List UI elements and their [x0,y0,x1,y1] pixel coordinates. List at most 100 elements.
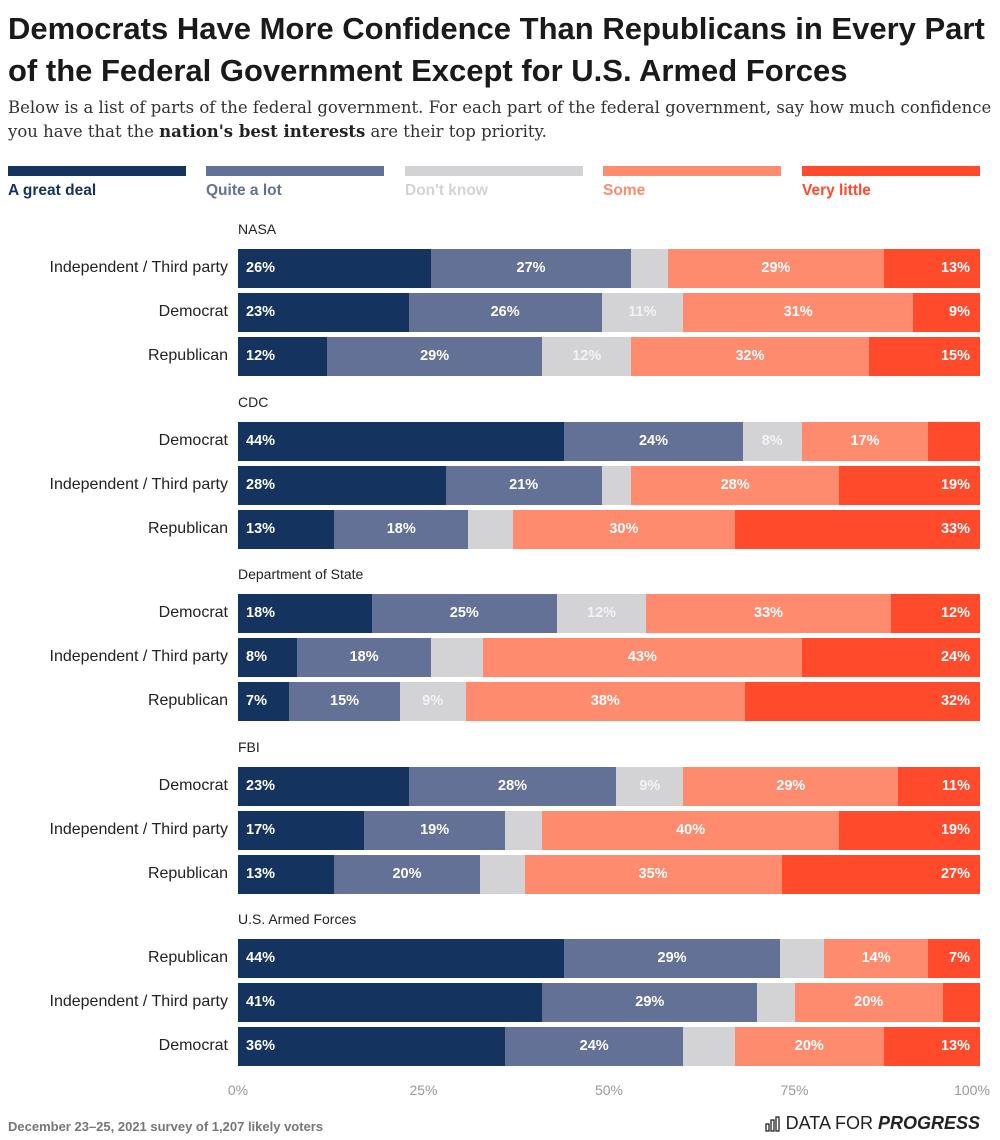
bar-segment [238,594,373,633]
bar-segment [334,509,469,549]
bar-segment [631,249,669,288]
data-label: 33% [754,605,784,621]
legend-label: A great deal [8,182,97,199]
legend-swatch [206,166,384,176]
bar-segment [801,421,929,461]
data-label: 29% [657,950,687,966]
bar-segment [297,638,432,678]
bar-segment [683,766,899,806]
data-label: 30% [609,520,639,537]
data-label: 7% [949,950,970,966]
row-label: Democrat [158,303,228,321]
bar-segment [801,638,981,678]
chart-title: Democrats Have More Confidence Than Repu… [8,11,985,88]
bar-segment [238,1027,506,1067]
data-label: 29% [420,348,450,365]
data-label: 15% [940,348,970,365]
bar-segment [445,465,603,505]
row-label: Republican [147,949,228,966]
bar-segment [757,983,795,1023]
data-label: 24% [638,432,669,449]
bar-segment [631,465,840,505]
data-label: 25% [449,605,479,621]
bar-segment [238,983,543,1023]
bar-segment [238,465,447,505]
row-label: Independent / Third party [49,475,229,493]
data-label: 28% [246,476,276,493]
data-label: 20% [794,1038,824,1055]
data-label: 20% [854,994,884,1011]
data-label: 13% [940,1038,970,1055]
data-label: 7% [246,693,267,710]
bar-segment [564,421,744,461]
data-label: 28% [498,777,528,794]
bar-segment [430,638,484,678]
bar-segment [890,594,981,633]
data-label: 33% [940,520,970,537]
data-label: 29% [635,994,665,1011]
bar-segment [238,766,410,806]
data-label: 41% [246,994,276,1011]
group-label: U.S. Armed Forces [238,911,357,927]
bar-segment [683,1027,736,1067]
data-label: 15% [330,693,360,710]
data-label: 40% [676,821,706,838]
bar-segment [744,682,981,722]
bar-segment [542,337,632,377]
data-label: 12% [940,605,970,621]
bar-segment [742,421,803,461]
x-tick-label: 75% [780,1082,809,1098]
brand-right: PROGRESS [877,1113,980,1133]
bar-segment [616,766,684,806]
data-label: 18% [246,605,276,621]
footer-note: December 23–25, 2021 survey of 1,207 lik… [8,1119,324,1134]
bar-segment [408,766,617,806]
bar-segment [794,983,944,1023]
data-label: 29% [761,260,791,276]
row-label: Republican [147,519,228,537]
bar-segment [668,249,885,288]
data-label: 32% [940,693,970,710]
row-label: Republican [147,692,228,710]
legend-label: Very little [802,182,871,199]
group-label: CDC [238,393,269,410]
row-label: Independent / Third party [49,993,229,1011]
bar-segment [779,939,825,978]
subtitle-bold-text: nation's best interests [159,122,366,141]
bar-segment [238,337,328,377]
data-label: 29% [776,777,806,794]
data-label: 23% [246,304,276,321]
bar-segment [512,509,736,549]
group-label: FBI [238,738,260,755]
bar-segment [238,810,365,850]
bar-segment [364,810,506,850]
data-label: 26% [490,304,520,321]
data-label: 27% [516,260,546,276]
bar-segment [781,854,981,894]
data-label: 24% [579,1038,609,1055]
bar-segment [480,854,525,894]
data-label: 9% [639,777,661,794]
bar-segment [238,509,335,549]
bar-segment [928,939,981,978]
row-label: Independent / Third party [49,648,229,666]
bar-chart-icon [764,1115,780,1132]
legend-item: A great deal [8,166,186,200]
data-label: 9% [949,304,970,321]
bar-segment [928,421,981,461]
data-label: 35% [638,865,668,882]
bar-segment [289,682,401,722]
bar-segment [839,465,981,505]
data-label: 27% [940,865,970,882]
legend-swatch [802,166,980,176]
bar-segment [238,939,565,978]
data-label: 19% [420,821,450,838]
data-label: 44% [246,432,276,449]
bar-segment [399,682,467,722]
data-label: 8% [246,649,267,666]
data-label: 43% [627,649,657,666]
bar-segment [238,249,432,288]
bar-segment [238,682,290,722]
data-label: 36% [246,1038,276,1055]
